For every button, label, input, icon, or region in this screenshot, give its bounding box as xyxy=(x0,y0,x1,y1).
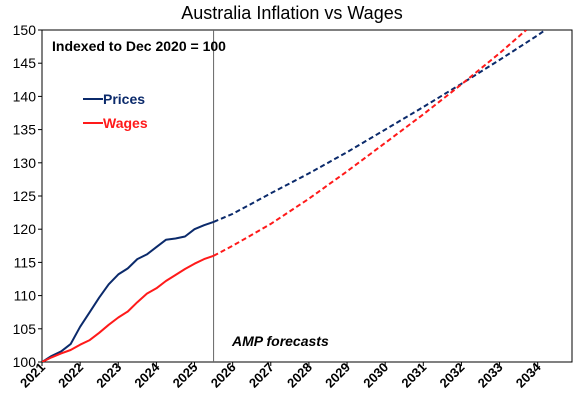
y-tick-label: 125 xyxy=(13,188,37,204)
y-tick-label: 120 xyxy=(13,221,37,237)
x-tick-label: 2025 xyxy=(170,360,201,391)
x-tick-label: 2034 xyxy=(513,359,545,391)
y-tick-label: 145 xyxy=(13,55,37,71)
y-tick-label: 135 xyxy=(13,122,37,138)
series-prices-forecast xyxy=(213,30,546,223)
y-tick-label: 130 xyxy=(13,155,37,171)
series-wages-forecast xyxy=(213,30,527,257)
series-prices-actual xyxy=(42,220,214,362)
y-tick-label: 105 xyxy=(13,321,37,337)
y-tick-label: 110 xyxy=(14,288,37,304)
y-tick-label: 140 xyxy=(13,88,37,104)
series-layer xyxy=(42,30,546,362)
x-tick-label: 2022 xyxy=(55,360,86,391)
x-tick-label: 2023 xyxy=(93,360,124,391)
index-annotation: Indexed to Dec 2020 = 100 xyxy=(52,38,226,54)
y-tick-label: 100 xyxy=(13,354,37,370)
x-tick-label: 2026 xyxy=(208,360,239,391)
x-tick-label: 2024 xyxy=(131,359,163,391)
x-tick-label: 2031 xyxy=(398,360,429,391)
legend-label-prices: Prices xyxy=(103,91,145,107)
plot-area xyxy=(41,29,573,363)
y-tick-label: 115 xyxy=(14,254,37,270)
legend-label-wages: Wages xyxy=(103,115,148,131)
x-tick-label: 2030 xyxy=(360,360,391,391)
legend: Prices Wages xyxy=(83,91,148,131)
plot-border xyxy=(41,29,573,363)
x-tick-label: 2033 xyxy=(475,360,506,391)
series-wages-actual xyxy=(42,254,214,362)
y-tick-label: 150 xyxy=(13,22,37,38)
forecast-label: AMP forecasts xyxy=(231,333,329,349)
x-tick-label: 2028 xyxy=(284,360,315,391)
x-tick-label: 2027 xyxy=(246,360,277,391)
chart-title: Australia Inflation vs Wages xyxy=(181,3,402,23)
x-tick-label: 2032 xyxy=(436,360,467,391)
x-tick-label: 2029 xyxy=(322,360,353,391)
